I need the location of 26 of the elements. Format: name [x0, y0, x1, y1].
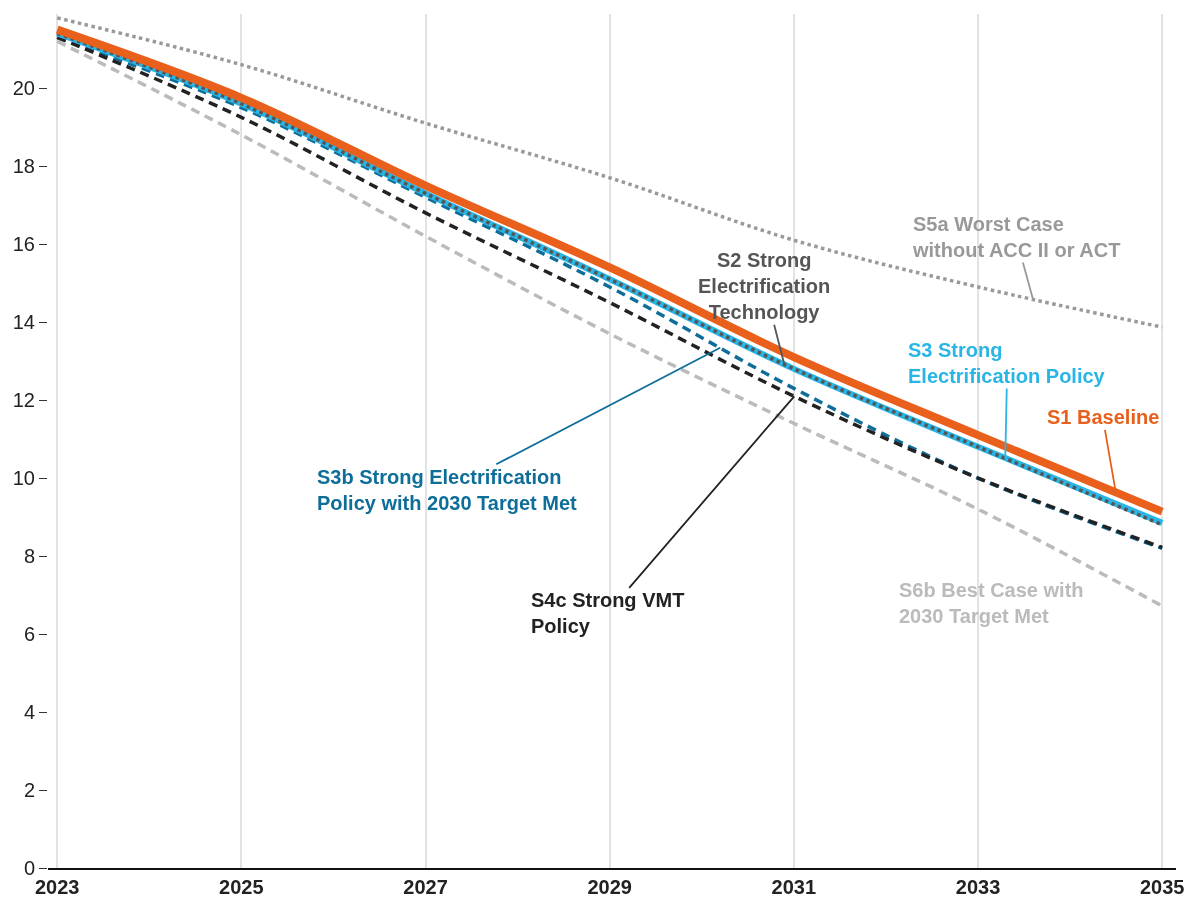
- y-tick-label: 10: [12, 467, 35, 490]
- series-label: S3 Strong Electrification Policy: [908, 339, 1106, 387]
- line-series: [55, 16, 1164, 329]
- x-tick-label: 2023: [34, 875, 80, 898]
- x-tick-label: 2027: [403, 875, 448, 898]
- y-tick-label: 2: [23, 779, 35, 802]
- y-tick-label: 8: [23, 545, 35, 568]
- y-tick-label: 6: [23, 623, 35, 646]
- x-tick-label: 2035: [1139, 875, 1185, 898]
- y-tick-label: 16: [12, 233, 35, 256]
- y-tick-label: 20: [12, 77, 35, 100]
- y-tick-label: 14: [12, 311, 35, 334]
- y-tick-label: 0: [23, 857, 35, 879]
- y-tick-label: 12: [12, 389, 35, 412]
- series-label: S1 Baseline: [1047, 406, 1160, 428]
- series-label: S2 Strong Electrification Technology: [698, 249, 831, 323]
- x-tick-label: 2029: [587, 875, 632, 898]
- text: S4c Strong VMT Policy: [531, 589, 685, 637]
- x-tick-label: 2031: [771, 875, 817, 898]
- x-tick-label: 2025: [219, 875, 264, 898]
- series-label: S6b Best Case with 2030 Target Met: [899, 579, 1084, 627]
- y-tick-label: 4: [23, 701, 35, 724]
- text: S3b Strong Electrification Policy with 2030 Target Met: [317, 466, 578, 514]
- x-tick-label: 2033: [955, 875, 1001, 898]
- y-tick-label: 18: [12, 155, 35, 178]
- series-label: S5a Worst Case without ACC II or ACT: [912, 213, 1121, 261]
